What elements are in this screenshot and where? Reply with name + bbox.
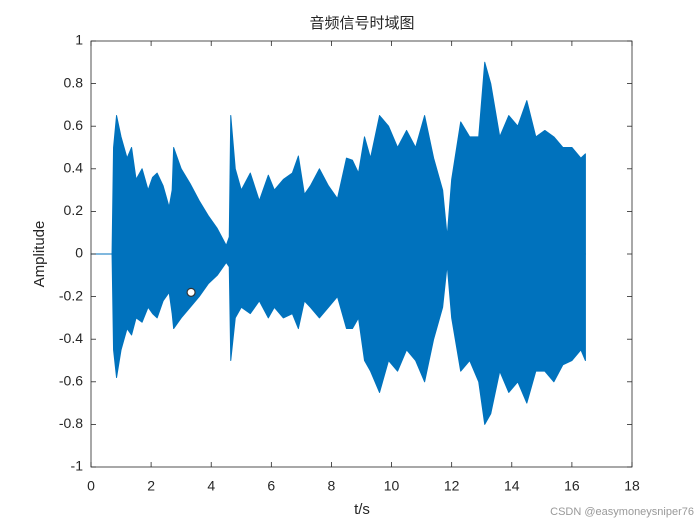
x-tick-label: 2 xyxy=(147,478,155,494)
x-tick-label: 6 xyxy=(267,478,275,494)
y-tick-label: -1 xyxy=(71,458,84,474)
x-tick-label: 4 xyxy=(207,478,215,494)
y-tick-label: -0.4 xyxy=(59,330,83,346)
x-axis-label: t/s xyxy=(354,501,370,518)
y-tick-label: 0.8 xyxy=(64,74,84,90)
x-tick-label: 8 xyxy=(328,478,336,494)
x-tick-label: 14 xyxy=(504,478,520,494)
x-tick-label: 16 xyxy=(564,478,580,494)
y-axis-label: Amplitude xyxy=(31,221,48,288)
waveform-area xyxy=(90,253,586,425)
y-tick-label: 0 xyxy=(75,245,83,261)
watermark: CSDN @easymoneysniper76 xyxy=(550,506,694,518)
y-tick-label: 0.4 xyxy=(64,160,84,176)
y-tick-label: 0.2 xyxy=(64,202,84,218)
x-tick-label: 12 xyxy=(444,478,460,494)
y-tick-label: 1 xyxy=(75,32,83,48)
x-tick-label: 18 xyxy=(624,478,640,494)
chart-title: 音频信号时域图 xyxy=(309,15,414,32)
waveform-area xyxy=(90,61,586,255)
x-tick-label: 10 xyxy=(384,478,400,494)
y-tick-label: -0.8 xyxy=(59,415,83,431)
x-tick-label: 0 xyxy=(87,478,95,494)
data-tip xyxy=(186,287,196,297)
y-tick-label: -0.2 xyxy=(59,287,83,303)
y-tick-label: 0.6 xyxy=(64,117,84,133)
y-tick-label: -0.6 xyxy=(59,373,83,389)
